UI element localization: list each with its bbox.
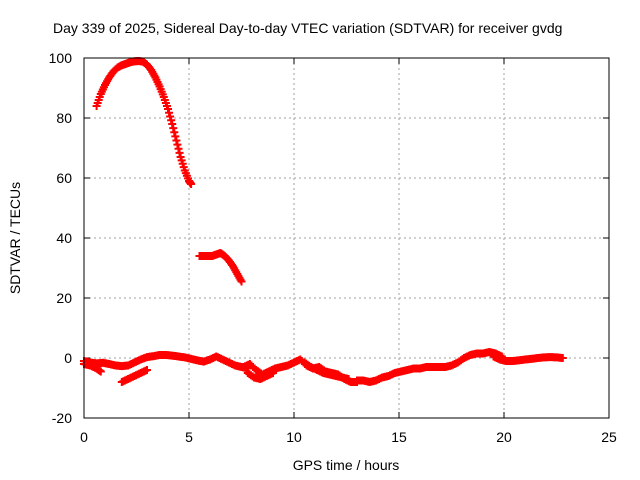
series-arc-high (92, 57, 196, 188)
series-arc-mid (195, 249, 246, 286)
y-tick-label: 60 (56, 170, 72, 186)
data-point (172, 136, 181, 145)
y-tick-labels: -20 0 20 40 60 80 100 (49, 50, 73, 426)
x-tick-label: 15 (391, 429, 407, 445)
x-tick-label: 10 (286, 429, 302, 445)
x-tick-label: 0 (80, 429, 88, 445)
plot-frame (83, 57, 610, 419)
y-tick-label: 40 (56, 230, 72, 246)
x-axis-label: GPS time / hours (293, 457, 400, 473)
y-tick-label: 20 (56, 290, 72, 306)
data-point (166, 112, 175, 121)
y-axis-label: SDTVAR / TECUs (7, 182, 23, 294)
series-arc-low-6 (300, 358, 353, 383)
chart-title: Day 339 of 2025, Sidereal Day-to-day VTE… (53, 20, 562, 36)
data-point (170, 128, 179, 137)
data-point (175, 148, 184, 157)
data-points (80, 57, 567, 386)
x-tick-label: 25 (601, 429, 617, 445)
data-point (96, 367, 105, 376)
y-tick-label: 100 (49, 50, 73, 66)
grid-lines (84, 58, 609, 418)
data-point (165, 108, 174, 117)
data-point (174, 144, 183, 153)
data-point (173, 140, 182, 149)
data-point (169, 124, 178, 133)
series-arc-low-3 (117, 366, 151, 386)
x-tick-label: 20 (496, 429, 512, 445)
y-tick-label: 0 (64, 350, 72, 366)
y-tick-label: -20 (52, 410, 72, 426)
series-arc-low-1 (80, 351, 252, 373)
series-arc-low-7 (353, 348, 506, 386)
data-point (344, 375, 353, 383)
y-tick-label: 80 (56, 110, 72, 126)
data-point (168, 120, 177, 128)
data-point (269, 369, 277, 377)
x-tick-label: 5 (185, 429, 193, 445)
data-point (187, 180, 196, 188)
data-point (171, 132, 180, 141)
data-point (164, 105, 172, 113)
series-arc-low-8 (489, 352, 567, 365)
x-tick-labels: 0 5 10 15 20 25 (80, 429, 617, 445)
data-point (237, 277, 246, 286)
series-arc-low-5 (243, 369, 277, 383)
data-point (558, 354, 567, 362)
data-point (143, 366, 151, 374)
data-point (167, 116, 176, 125)
